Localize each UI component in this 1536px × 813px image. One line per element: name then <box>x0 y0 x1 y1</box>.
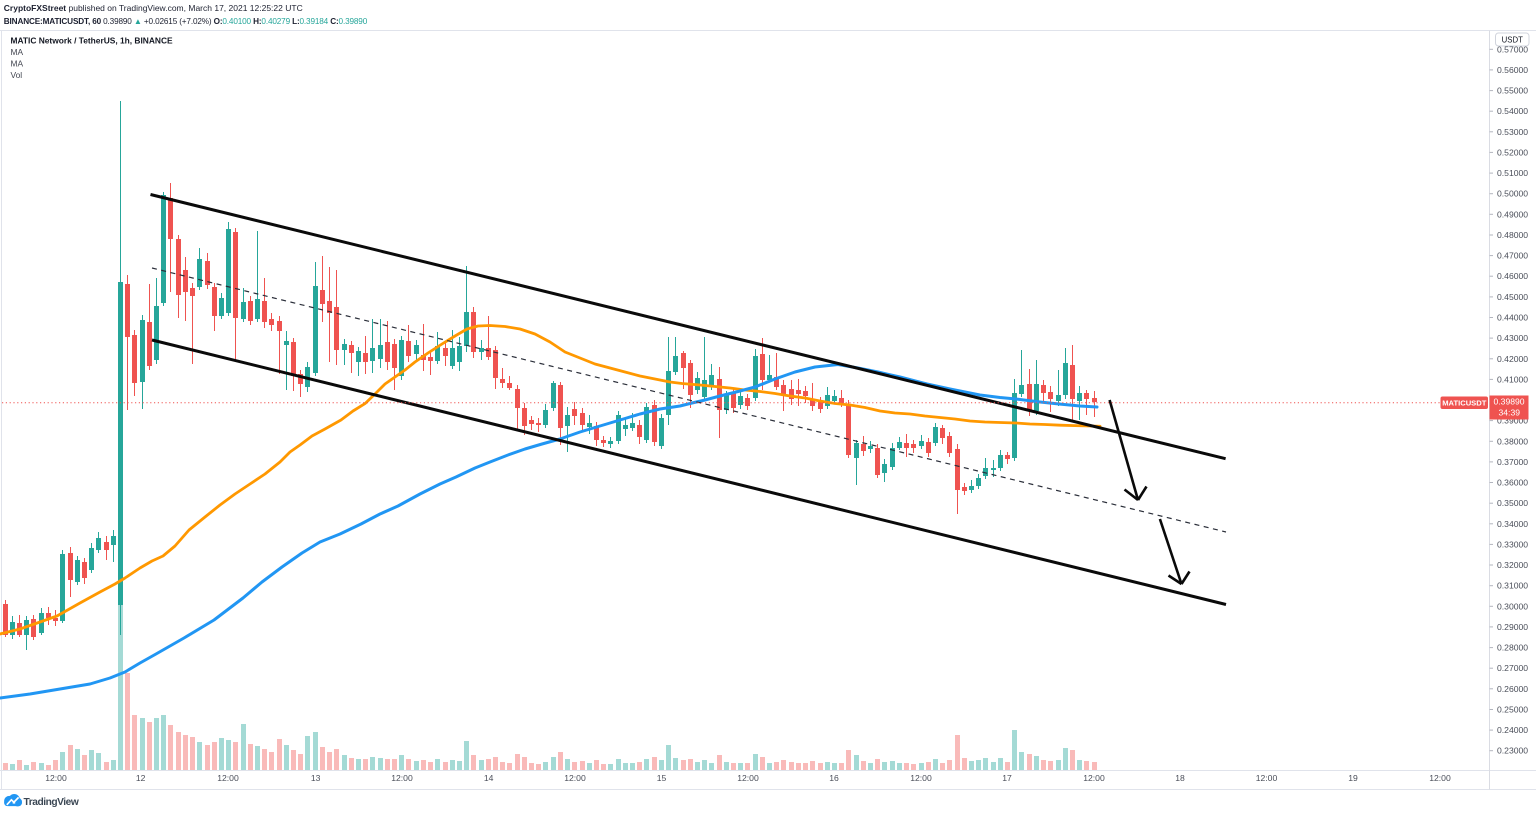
svg-text:0.36000: 0.36000 <box>1497 478 1528 488</box>
svg-text:0.42000: 0.42000 <box>1497 354 1528 364</box>
svg-text:12:00: 12:00 <box>1429 773 1451 783</box>
svg-text:0.30000: 0.30000 <box>1497 601 1528 611</box>
svg-text:0.31000: 0.31000 <box>1497 581 1528 591</box>
svg-text:0.39890: 0.39890 <box>1494 397 1525 407</box>
svg-text:0.25000: 0.25000 <box>1497 705 1528 715</box>
svg-text:0.27000: 0.27000 <box>1497 663 1528 673</box>
svg-text:0.47000: 0.47000 <box>1497 251 1528 261</box>
svg-text:USDT: USDT <box>1502 36 1523 45</box>
svg-text:0.28000: 0.28000 <box>1497 643 1528 653</box>
svg-text:0.38000: 0.38000 <box>1497 436 1528 446</box>
svg-text:0.46000: 0.46000 <box>1497 271 1528 281</box>
svg-text:0.54000: 0.54000 <box>1497 106 1528 116</box>
svg-text:0.50000: 0.50000 <box>1497 189 1528 199</box>
svg-text:0.34000: 0.34000 <box>1497 519 1528 529</box>
svg-text:12:00: 12:00 <box>564 773 586 783</box>
svg-text:0.45000: 0.45000 <box>1497 292 1528 302</box>
svg-text:0.39000: 0.39000 <box>1497 416 1528 426</box>
svg-text:0.51000: 0.51000 <box>1497 168 1528 178</box>
svg-text:12: 12 <box>136 773 146 783</box>
svg-text:0.37000: 0.37000 <box>1497 457 1528 467</box>
svg-text:0.35000: 0.35000 <box>1497 498 1528 508</box>
svg-text:0.48000: 0.48000 <box>1497 230 1528 240</box>
svg-text:12:00: 12:00 <box>737 773 759 783</box>
svg-text:CryptoFXStreet published on Tr: CryptoFXStreet published on TradingView.… <box>4 3 303 13</box>
svg-text:12:00: 12:00 <box>1083 773 1105 783</box>
svg-text:0.55000: 0.55000 <box>1497 86 1528 96</box>
svg-text:0.23000: 0.23000 <box>1497 746 1528 756</box>
svg-text:15: 15 <box>657 773 667 783</box>
svg-text:0.26000: 0.26000 <box>1497 684 1528 694</box>
svg-text:0.44000: 0.44000 <box>1497 313 1528 323</box>
svg-text:0.56000: 0.56000 <box>1497 65 1528 75</box>
svg-text:BINANCE:MATICUSDT, 60 0.39890: BINANCE:MATICUSDT, 60 0.39890 ▲ +0.02615… <box>4 17 368 26</box>
svg-text:MATICUSDT: MATICUSDT <box>1442 399 1487 408</box>
svg-text:34:39: 34:39 <box>1499 408 1521 418</box>
svg-text:18: 18 <box>1175 773 1185 783</box>
svg-text:12:00: 12:00 <box>217 773 239 783</box>
svg-text:0.33000: 0.33000 <box>1497 539 1528 549</box>
svg-text:0.49000: 0.49000 <box>1497 209 1528 219</box>
svg-text:0.24000: 0.24000 <box>1497 725 1528 735</box>
svg-text:0.29000: 0.29000 <box>1497 622 1528 632</box>
svg-text:0.32000: 0.32000 <box>1497 560 1528 570</box>
svg-text:MATIC Network / TetherUS, 1h,: MATIC Network / TetherUS, 1h, BINANCE <box>11 35 173 45</box>
svg-text:0.52000: 0.52000 <box>1497 147 1528 157</box>
svg-text:0.53000: 0.53000 <box>1497 127 1528 137</box>
svg-text:0.41000: 0.41000 <box>1497 374 1528 384</box>
svg-text:14: 14 <box>484 773 494 783</box>
svg-text:0.43000: 0.43000 <box>1497 333 1528 343</box>
svg-text:12:00: 12:00 <box>391 773 413 783</box>
svg-text:19: 19 <box>1348 773 1358 783</box>
svg-text:TradingView: TradingView <box>24 797 79 808</box>
svg-text:Vol: Vol <box>11 70 23 80</box>
svg-text:MA: MA <box>11 47 24 57</box>
svg-text:12:00: 12:00 <box>910 773 932 783</box>
svg-text:0.57000: 0.57000 <box>1497 44 1528 54</box>
svg-text:12:00: 12:00 <box>1256 773 1278 783</box>
svg-text:MA: MA <box>11 58 24 68</box>
svg-text:12:00: 12:00 <box>45 773 67 783</box>
svg-text:17: 17 <box>1002 773 1012 783</box>
svg-text:13: 13 <box>311 773 321 783</box>
svg-text:16: 16 <box>829 773 839 783</box>
